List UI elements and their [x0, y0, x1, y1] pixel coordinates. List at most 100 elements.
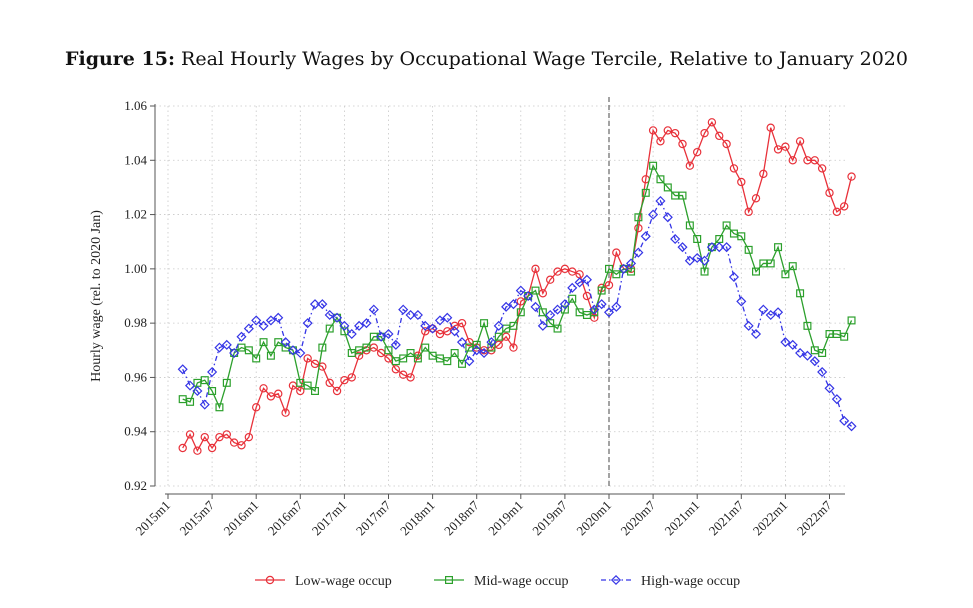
data-point-high — [346, 328, 357, 340]
data-point-low — [700, 128, 709, 138]
data-point-high — [508, 299, 519, 310]
data-point-high — [677, 242, 688, 253]
data-point-low — [296, 386, 305, 396]
x-tick-label: 2020m1 — [573, 498, 614, 539]
y-tick-label: 1.06 — [124, 98, 147, 113]
data-point-high — [795, 347, 806, 359]
data-point-low — [222, 430, 231, 439]
data-point-mid — [516, 308, 525, 317]
data-point-low — [259, 384, 268, 393]
data-point-mid — [399, 354, 408, 363]
data-point-mid — [744, 245, 753, 254]
data-point-mid — [266, 351, 275, 360]
data-point-high — [390, 339, 401, 350]
data-point-high — [258, 320, 269, 331]
data-point-high — [545, 309, 556, 321]
data-point-mid — [244, 346, 253, 355]
legend-marker-mid — [445, 575, 454, 584]
data-point-mid — [531, 286, 540, 295]
figure-caption: Real Hourly Wages by Occupational Wage T… — [181, 48, 908, 70]
data-point-high — [479, 347, 490, 359]
data-point-high — [354, 320, 365, 331]
data-point-high — [302, 318, 313, 329]
data-point-high — [420, 320, 431, 331]
data-point-high — [596, 299, 607, 310]
x-tick-label: 2015m1 — [132, 498, 173, 539]
legend-label-high: High-wage occup — [641, 574, 740, 589]
data-point-high — [559, 299, 570, 310]
data-point-mid — [788, 262, 797, 271]
data-point-high — [633, 247, 644, 258]
data-point-high — [332, 312, 343, 323]
data-point-high — [567, 282, 578, 293]
data-point-low — [759, 169, 768, 179]
y-tick-label: 0.96 — [124, 369, 147, 384]
data-point-low — [656, 137, 665, 146]
data-point-high — [486, 337, 497, 348]
data-point-high — [736, 296, 747, 307]
data-point-high — [574, 277, 585, 288]
data-point-mid — [538, 308, 547, 317]
data-point-mid — [443, 357, 452, 366]
x-tick-label: 2018m1 — [397, 498, 438, 539]
data-point-high — [456, 337, 468, 348]
y-tick-label: 1.02 — [124, 207, 147, 222]
data-point-mid — [568, 294, 577, 303]
data-point-high — [207, 366, 218, 378]
data-point-high — [199, 399, 210, 410]
data-point-high — [603, 307, 615, 318]
x-tick-label: 2019m1 — [485, 498, 526, 539]
data-point-mid — [494, 332, 503, 341]
data-point-mid — [384, 346, 393, 355]
data-point-low — [604, 280, 614, 290]
legend-item-mid: Mid-wage occup — [434, 574, 568, 589]
data-point-high — [831, 394, 842, 405]
data-point-low — [781, 142, 790, 151]
data-point-low — [715, 131, 724, 141]
data-point-mid — [678, 191, 687, 200]
data-point-high — [280, 337, 291, 348]
data-point-high — [817, 366, 828, 378]
data-point-low — [648, 126, 658, 135]
data-point-high — [398, 304, 409, 315]
data-point-high — [787, 339, 798, 350]
data-point-low — [817, 164, 827, 173]
data-point-low — [347, 373, 356, 382]
x-tick-label: 2015m7 — [176, 497, 217, 538]
data-point-high — [640, 231, 651, 242]
data-point-mid — [200, 376, 209, 385]
data-point-high — [501, 301, 512, 312]
data-point-low — [200, 432, 209, 442]
data-point-low — [274, 389, 283, 398]
x-tick-label: 2020m7 — [617, 497, 658, 538]
data-point-high — [434, 315, 445, 326]
data-point-high — [273, 312, 284, 323]
data-point-mid — [208, 387, 217, 396]
data-point-high — [251, 315, 262, 326]
series-line-high — [182, 199, 852, 427]
legend-label-low: Low-wage occup — [295, 574, 392, 589]
data-point-mid — [458, 359, 467, 368]
data-point-low — [693, 147, 702, 157]
data-point-low — [266, 392, 276, 401]
series-low — [178, 118, 856, 455]
data-point-high — [309, 299, 321, 310]
data-point-mid — [311, 387, 320, 396]
data-point-low — [773, 145, 783, 154]
data-point-low — [810, 156, 820, 165]
data-point-low — [766, 123, 775, 132]
data-point-mid — [450, 349, 459, 358]
data-point-mid — [818, 349, 827, 358]
data-point-mid — [406, 349, 415, 358]
data-point-high — [750, 328, 762, 340]
data-point-mid — [604, 264, 613, 273]
x-tick-label: 2016m7 — [265, 497, 306, 538]
data-point-high — [376, 331, 387, 342]
data-point-low — [325, 378, 334, 388]
series-mid — [178, 161, 856, 412]
data-point-mid — [656, 175, 665, 184]
x-tick-label: 2022m1 — [750, 498, 791, 539]
series-layer — [177, 118, 857, 455]
data-point-high — [192, 385, 203, 397]
data-point-mid — [751, 267, 760, 276]
